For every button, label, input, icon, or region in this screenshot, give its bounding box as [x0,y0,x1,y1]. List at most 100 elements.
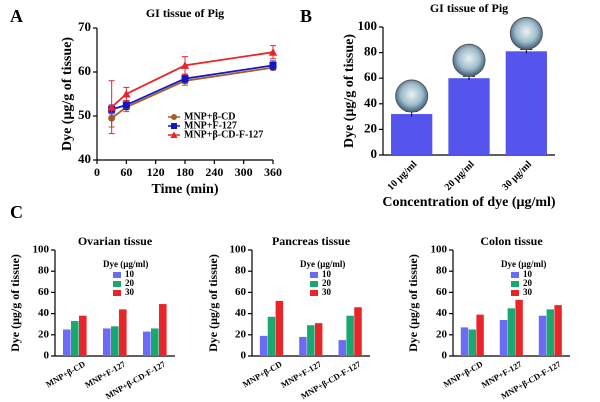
y-tick-label: 20 [235,328,247,340]
bar [546,309,555,356]
legend-swatch [511,272,519,278]
y-tick-label: 20 [38,328,50,340]
bar [468,329,477,356]
bar [275,300,284,356]
y-tick-label: 0 [442,350,448,362]
y-tick-label: 40 [364,95,377,110]
series-line [111,64,274,111]
y-tick-label: 20 [436,328,448,340]
petri-dish [452,43,486,77]
x-tick-label: 30 μg/ml [500,159,534,193]
y-tick-label: 0 [44,350,50,362]
legend-label: MNP+β-CD [184,111,236,122]
x-tick-label: 10 μg/ml [385,159,419,193]
y-axis-label: Dye (μg/g of tissue) [406,254,420,352]
bar [460,327,469,356]
y-tick-label: 40 [235,307,247,319]
y-axis-label: Dye (μg/g of tissue) [206,254,220,352]
y-tick-label: 40 [436,307,448,319]
y-tick-label: 60 [235,286,247,298]
x-tick-label: MNP+β-CD [44,359,87,390]
x-tick-label: 20 μg/ml [443,159,477,193]
x-tick-label: 180 [176,165,194,179]
x-tick-label: 0 [94,165,100,179]
x-tick-label: MNP+β-CD [442,359,485,390]
legend-swatch [511,281,519,287]
y-tick-label: 60 [38,286,50,298]
legend-label: 10 [125,269,135,279]
marker [170,131,178,138]
y-tick-label: 60 [436,286,448,298]
y-tick-label: 100 [431,244,448,256]
x-axis-label: Time (min) [151,182,218,197]
bar [103,328,111,356]
chart-title: GI tissue of Pig [430,1,508,15]
bar [499,319,508,356]
legend-swatch [113,281,121,287]
bar [354,307,362,356]
legend-label: 30 [322,287,332,297]
legend-swatch [113,290,121,296]
x-axis-label: Concentration of dye (μg/ml) [382,195,556,210]
y-tick-label: 60 [364,69,377,84]
x-tick-label: MNP+β-CD [241,359,284,390]
bar [505,51,547,155]
bar [391,114,433,155]
y-tick-label: 80 [235,265,247,277]
marker [171,123,177,129]
bar [299,336,307,356]
legend-label: 20 [125,278,135,288]
bar [111,326,119,356]
y-tick-label: 40 [78,151,91,166]
marker [180,61,190,69]
bar [79,315,87,356]
bar [143,331,151,356]
marker [269,61,277,69]
panel-label: C [10,202,23,222]
marker [122,89,131,98]
chart-title: GI tissue of Pig [146,6,224,20]
bar [448,78,490,155]
legend-swatch [310,290,318,296]
y-tick-label: 80 [364,44,377,59]
bar [507,308,516,356]
bar [63,329,71,356]
marker [107,103,116,111]
y-tick-label: 100 [33,244,50,256]
legend-swatch [113,272,121,278]
bar [554,305,562,356]
y-axis-label: Dye (μg/g of tissue) [342,34,357,148]
y-axis-label: Dye (μg/g of tissue) [60,37,75,151]
legend-title: Dye (μg/ml) [501,259,546,269]
legend-title: Dye (μg/ml) [103,259,148,269]
y-tick-label: 0 [371,146,378,161]
bar [159,304,167,356]
y-axis-label: Dye (μg/g of tissue) [8,254,22,352]
y-tick-label: 80 [38,265,50,277]
legend-title: Dye (μg/ml) [300,259,345,269]
y-tick-label: 80 [436,265,448,277]
y-tick-label: 40 [38,307,50,319]
bar [259,335,268,356]
bar [71,321,79,356]
y-tick-label: 100 [230,244,247,256]
y-tick-label: 100 [358,18,378,33]
x-tick-label: 360 [264,165,282,179]
marker [171,114,177,120]
x-tick-label: 240 [205,165,223,179]
series-line [111,51,274,108]
legend-label: 10 [322,269,332,279]
bar [476,314,484,356]
chart-title: Ovarian tissue [78,234,153,248]
marker [268,48,278,56]
series-line [111,66,274,119]
legend-label: MNP+β-CD-F-127 [184,129,263,140]
bar [267,316,276,356]
y-tick-label: 60 [78,63,91,78]
bar [314,323,323,356]
x-tick-label: 60 [120,165,132,179]
bar [307,325,315,356]
x-tick-label: 120 [147,165,165,179]
legend-label: 30 [523,287,533,297]
